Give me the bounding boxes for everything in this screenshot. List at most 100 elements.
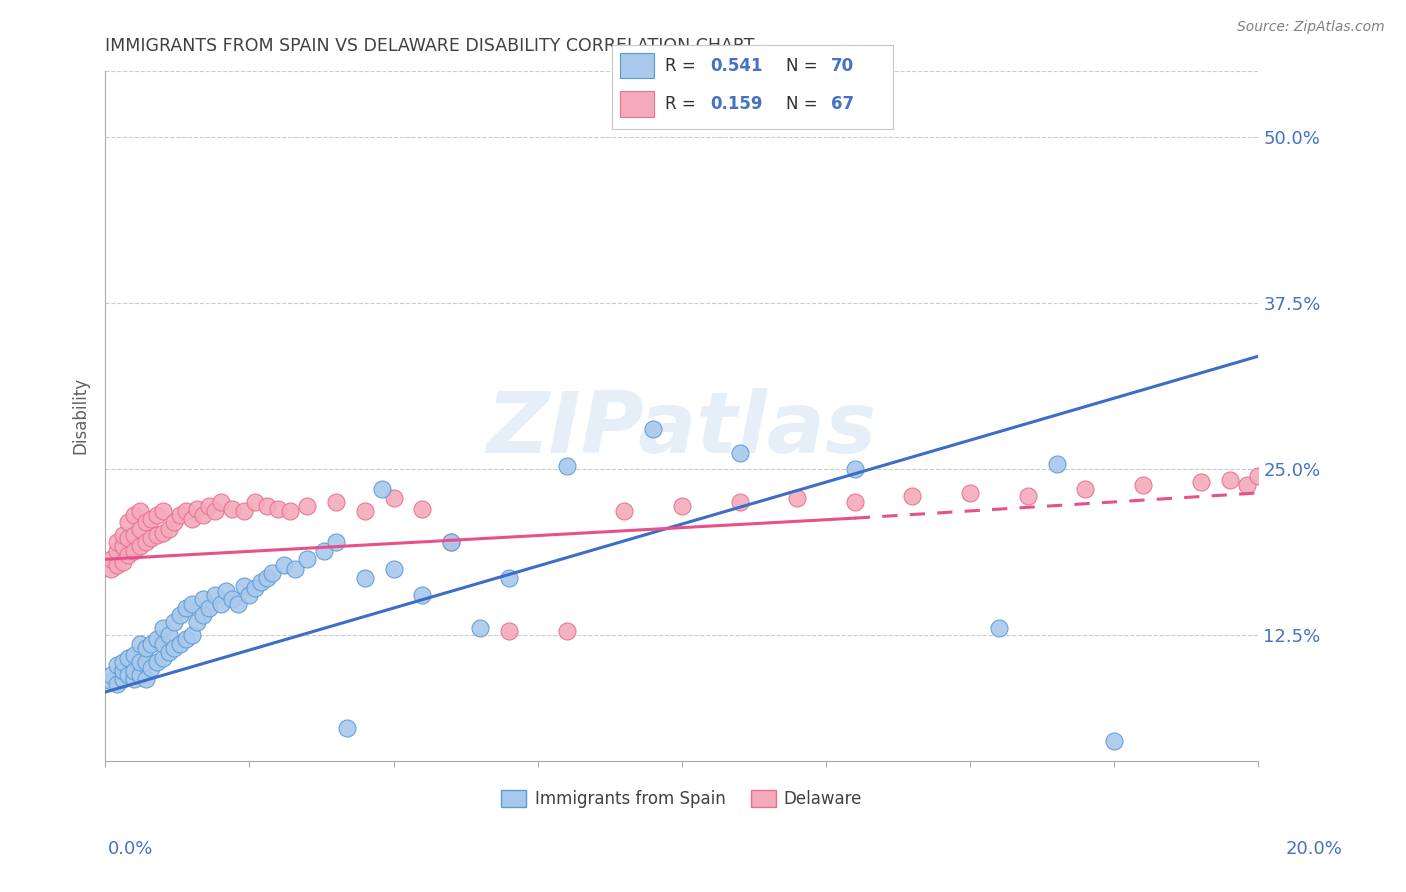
Point — [100, 552, 122, 566]
Point — [198, 499, 221, 513]
Point — [141, 661, 163, 675]
Point — [180, 598, 202, 612]
Text: N =: N = — [786, 95, 823, 113]
Point — [226, 598, 249, 612]
Point — [325, 495, 347, 509]
Point — [152, 504, 174, 518]
Point — [117, 650, 139, 665]
Point — [613, 504, 636, 518]
Point — [1236, 478, 1258, 492]
Point — [221, 501, 243, 516]
Point — [382, 491, 405, 506]
Point — [111, 655, 134, 669]
Point — [671, 499, 693, 513]
Point — [314, 544, 336, 558]
Point — [1247, 468, 1270, 483]
Point — [250, 574, 273, 589]
Point — [141, 637, 163, 651]
Point — [468, 621, 491, 635]
Point — [111, 539, 134, 553]
Point — [180, 628, 202, 642]
Point — [105, 535, 128, 549]
Text: R =: R = — [665, 95, 702, 113]
Point — [1017, 489, 1039, 503]
Point — [238, 588, 260, 602]
Point — [157, 645, 180, 659]
Point — [174, 601, 197, 615]
Point — [169, 508, 191, 523]
Text: 0.159: 0.159 — [710, 95, 762, 113]
Point — [163, 615, 186, 629]
Point — [157, 628, 180, 642]
Point — [117, 515, 139, 529]
Point — [1277, 465, 1299, 479]
Text: IMMIGRANTS FROM SPAIN VS DELAWARE DISABILITY CORRELATION CHART: IMMIGRANTS FROM SPAIN VS DELAWARE DISABI… — [105, 37, 755, 55]
Point — [141, 512, 163, 526]
Text: 67: 67 — [831, 95, 853, 113]
Text: 0.0%: 0.0% — [108, 840, 153, 858]
Point — [204, 588, 226, 602]
Point — [117, 531, 139, 545]
Point — [122, 664, 145, 678]
Point — [100, 667, 122, 681]
Point — [135, 672, 157, 686]
Point — [111, 664, 134, 678]
Point — [128, 655, 150, 669]
Point — [193, 608, 215, 623]
Point — [146, 632, 169, 646]
Point — [111, 555, 134, 569]
Point — [128, 637, 150, 651]
Point — [209, 495, 232, 509]
Text: 70: 70 — [831, 57, 853, 75]
Text: 0.541: 0.541 — [710, 57, 762, 75]
Point — [146, 655, 169, 669]
Point — [371, 482, 394, 496]
Point — [100, 561, 122, 575]
Point — [988, 621, 1011, 635]
Point — [122, 648, 145, 662]
Point — [555, 459, 578, 474]
Point — [169, 608, 191, 623]
Y-axis label: Disability: Disability — [72, 377, 89, 454]
Point — [163, 515, 186, 529]
Point — [204, 504, 226, 518]
Point — [111, 672, 134, 686]
Text: R =: R = — [665, 57, 702, 75]
Point — [152, 650, 174, 665]
Point — [1316, 459, 1339, 474]
Point — [267, 501, 290, 516]
Point — [411, 588, 433, 602]
FancyBboxPatch shape — [620, 54, 654, 78]
Point — [232, 579, 254, 593]
Point — [105, 677, 128, 691]
Point — [117, 549, 139, 563]
Point — [1219, 473, 1241, 487]
Point — [193, 592, 215, 607]
Point — [152, 525, 174, 540]
Point — [728, 495, 751, 509]
Point — [284, 561, 307, 575]
Point — [278, 504, 301, 518]
Point — [295, 499, 318, 513]
Point — [111, 528, 134, 542]
Point — [128, 522, 150, 536]
Point — [336, 721, 359, 735]
Point — [186, 615, 208, 629]
Point — [325, 535, 347, 549]
Point — [105, 558, 128, 572]
Point — [122, 528, 145, 542]
Point — [411, 501, 433, 516]
Point — [169, 637, 191, 651]
Point — [135, 641, 157, 656]
Point — [641, 422, 664, 436]
Point — [198, 601, 221, 615]
Point — [163, 641, 186, 656]
Point — [146, 508, 169, 523]
Point — [152, 621, 174, 635]
Point — [256, 571, 278, 585]
Point — [146, 528, 169, 542]
Point — [215, 584, 238, 599]
Point — [128, 667, 150, 681]
Point — [1189, 475, 1212, 490]
Point — [262, 566, 284, 580]
